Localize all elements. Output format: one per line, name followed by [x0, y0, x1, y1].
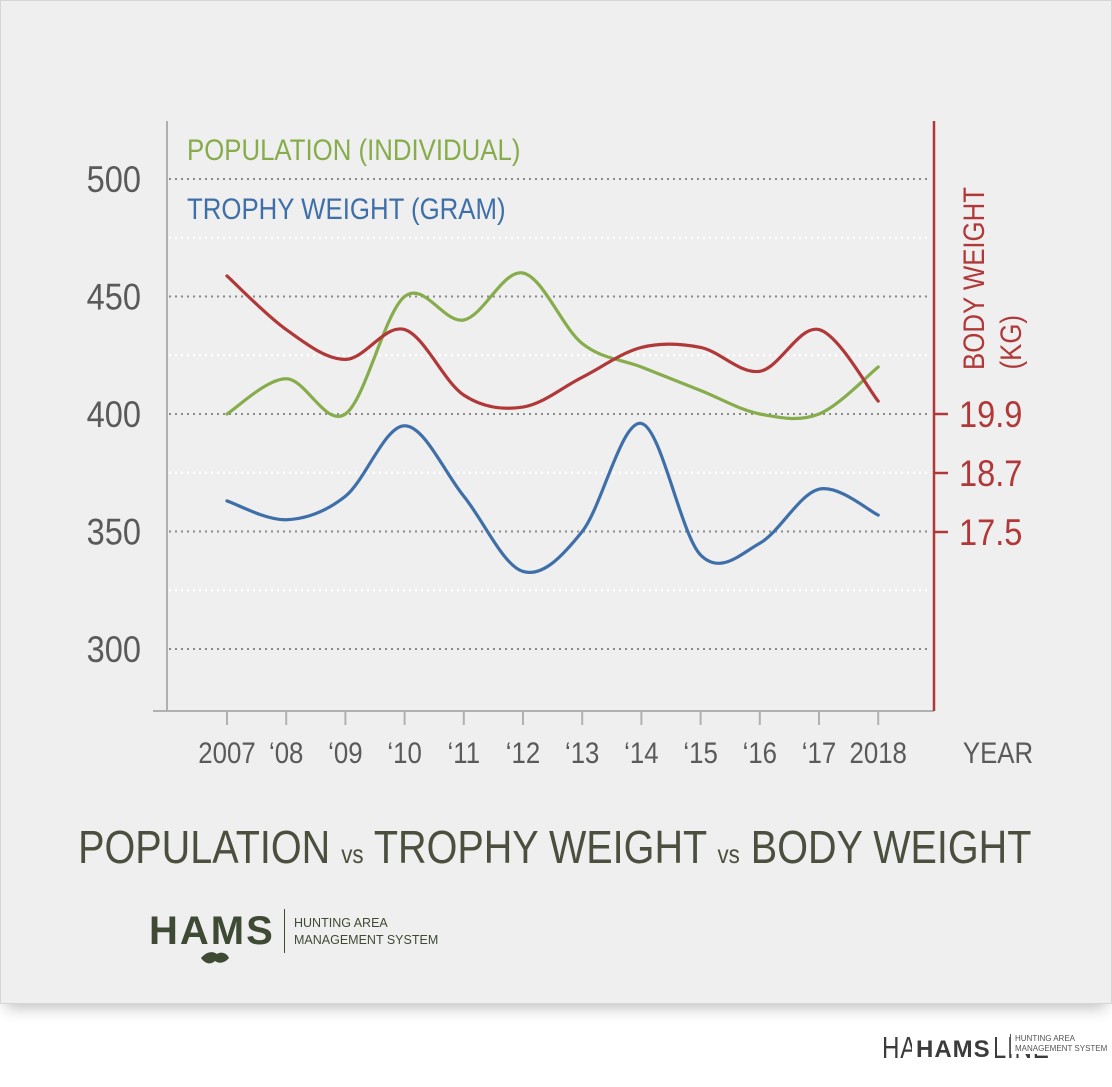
x-tick-label: ‘16 [743, 736, 777, 769]
watermark-subtitle: HUNTING AREA MANAGEMENT SYSTEM [1010, 1034, 1108, 1054]
x-axis-label: YEAR [963, 736, 1033, 769]
title-vs-2: vs [717, 839, 740, 869]
x-tick-label: ‘15 [683, 736, 717, 769]
hams-online-watermark: HAMSONLINE HAMS HUNTING AREA MANAGEMENT … [882, 1030, 1112, 1070]
y-tick-label: 300 [87, 629, 141, 670]
right-tick-label: 17.5 [959, 512, 1022, 553]
watermark-sub-line-2: MANAGEMENT SYSTEM [1015, 1044, 1108, 1053]
x-tick-label: ‘10 [387, 736, 421, 769]
y-tick-label: 400 [87, 394, 141, 435]
title-population: POPULATION [78, 821, 331, 873]
chart-svg: 2007 ‘08 ‘09 ‘10 ‘11 ‘12 ‘13 ‘14 ‘15 ‘16 ‘17 2018 YE… [87, 121, 1033, 769]
legend: POPULATION (INDIVIDUAL) TROPHY WEIGHT (GR… [187, 133, 520, 225]
right-tick-label: 18.7 [959, 453, 1022, 494]
x-tick-label: ‘08 [269, 736, 303, 769]
logo-wordmark: HAMS [149, 909, 275, 953]
hams-logo: HAMS HUNTING AREA MANAGEMENT SYSTEM [149, 907, 449, 967]
right-axis-label: BODY WEIGHT [957, 187, 990, 370]
x-tick-label: ‘11 [448, 736, 481, 769]
right-tick-label: 19.9 [959, 394, 1022, 435]
y-tick-label: 450 [87, 277, 141, 318]
grid-lines [169, 178, 931, 650]
x-tick-label: ‘17 [802, 736, 836, 769]
chart-card: 2007 ‘08 ‘09 ‘10 ‘11 ‘12 ‘13 ‘14 ‘15 ‘16 ‘17 2018 YE… [0, 0, 1112, 1004]
logo-subtitle-line-2: MANAGEMENT SYSTEM [294, 933, 439, 947]
tick-labels: 2007 ‘08 ‘09 ‘10 ‘11 ‘12 ‘13 ‘14 ‘15 ‘16 ‘17 2018 YE… [87, 159, 1033, 769]
y-tick-label: 350 [87, 512, 141, 553]
series-trophy-weight-line [225, 421, 880, 575]
x-tick-label: ‘12 [506, 736, 540, 769]
watermark-badge: HAMS [912, 1036, 995, 1064]
series-population-line [225, 271, 880, 421]
x-tick-label: ‘13 [565, 736, 599, 769]
chart-title: POPULATION vs TROPHY WEIGHT vs BODY WEIG… [78, 819, 1031, 882]
x-tick-label: ‘09 [328, 736, 362, 769]
series-lines [225, 271, 880, 575]
axes [153, 121, 948, 725]
logo-divider [284, 909, 285, 953]
logo-subtitle-line-1: HUNTING AREA [294, 916, 388, 930]
x-tick-label: 2018 [850, 736, 907, 769]
title-vs-1: vs [341, 839, 364, 869]
x-tick-label: ‘14 [624, 736, 658, 769]
right-axis-unit: (KG) [994, 315, 1027, 369]
y-tick-label: 500 [87, 159, 141, 200]
title-body-weight: BODY WEIGHT [750, 821, 1032, 873]
legend-entry: TROPHY WEIGHT (GRAM) [187, 192, 506, 225]
series-body-weight-line [225, 274, 880, 410]
title-trophy-weight: TROPHY WEIGHT [373, 821, 707, 873]
oak-leaf-icon [201, 952, 229, 964]
watermark-sub-line-1: HUNTING AREA [1015, 1034, 1076, 1043]
legend-entry: POPULATION (INDIVIDUAL) [187, 133, 520, 166]
logo-subtitle: HUNTING AREA MANAGEMENT SYSTEM [294, 915, 444, 949]
x-tick-label: 2007 [198, 736, 255, 769]
